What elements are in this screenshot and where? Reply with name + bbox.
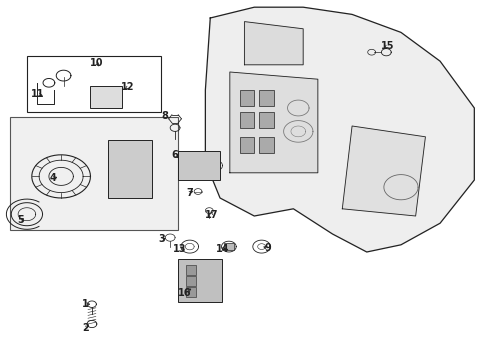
Text: 14: 14 [215,244,229,254]
Bar [185,287,195,297]
Text: 13: 13 [173,244,186,254]
Text: 1: 1 [82,299,89,309]
Text: 8: 8 [162,111,168,121]
Bar [10,117,178,230]
Text: 2: 2 [82,323,89,333]
Bar [90,86,122,108]
Bar [259,112,273,128]
Polygon shape [342,126,425,216]
Text: 7: 7 [186,188,193,198]
Text: 3: 3 [158,234,164,244]
Bar [185,276,195,286]
Bar [259,137,273,153]
Text: 6: 6 [171,150,178,160]
Polygon shape [244,22,303,65]
Bar [178,259,222,302]
Text: 11: 11 [31,89,45,99]
Text: 16: 16 [178,288,191,298]
Text: 5: 5 [17,215,24,225]
Text: 9: 9 [264,243,271,253]
Bar [239,137,254,153]
Bar [224,243,233,250]
Bar [259,90,273,106]
Bar [239,90,254,106]
Text: 10: 10 [90,58,103,68]
Bar [239,112,254,128]
Polygon shape [205,7,473,252]
Bar [178,151,220,180]
Bar [107,140,151,198]
Text: 4: 4 [49,173,56,183]
Bar [185,265,195,275]
Polygon shape [229,72,317,173]
Bar [27,56,161,112]
Text: 12: 12 [121,82,135,92]
Text: 15: 15 [380,41,393,51]
Text: 17: 17 [204,210,218,220]
